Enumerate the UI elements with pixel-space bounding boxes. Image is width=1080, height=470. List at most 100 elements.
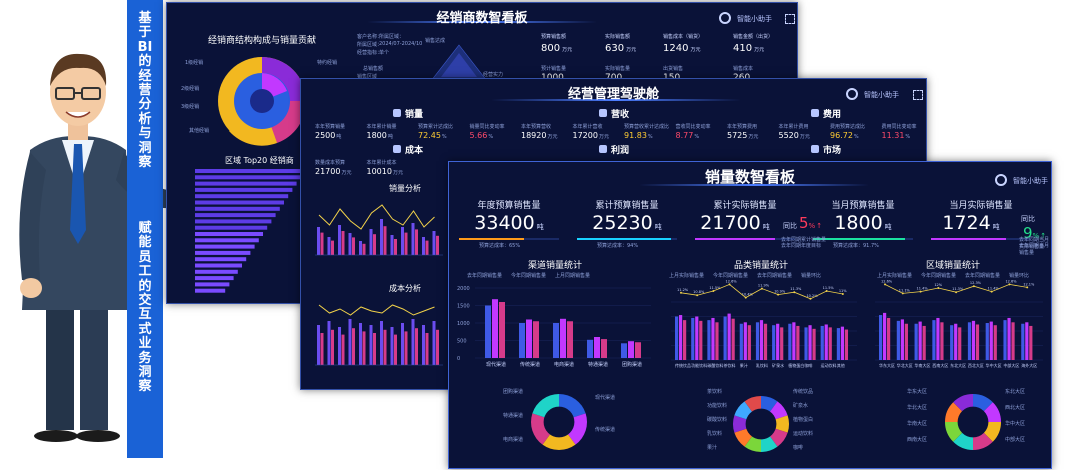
category-bar	[918, 321, 922, 360]
bar	[432, 321, 436, 365]
category-bar	[1011, 322, 1015, 360]
y-tick: 500	[457, 339, 467, 345]
category-bar	[699, 320, 703, 360]
pie-label-5: 其他经销	[189, 128, 210, 134]
yoy-label: 同比	[1021, 215, 1035, 223]
data-label: 11.4%	[988, 287, 1000, 291]
metric-value: 18920万元	[521, 131, 557, 140]
data-label: 11.9%	[758, 284, 770, 288]
bar	[390, 235, 394, 255]
category-bar	[808, 325, 812, 360]
assistant-icon[interactable]	[846, 88, 858, 100]
fullscreen-icon[interactable]	[913, 90, 923, 100]
category-bar	[679, 315, 683, 360]
assistant-icon[interactable]	[995, 174, 1007, 186]
operations-cockpit-title: 经营管理驾驶舱	[567, 87, 659, 102]
assistant-label[interactable]: 智能小助手	[737, 15, 772, 23]
donut-hole	[745, 408, 777, 440]
kpi-unit: 吨	[884, 223, 892, 231]
s1-kpi-label: 销售成本（销货）	[663, 34, 704, 40]
metric-number: 5520	[778, 131, 799, 140]
bar	[425, 240, 429, 255]
s1-kpi-number: 410	[733, 43, 753, 54]
metric-number: 72.45	[418, 131, 441, 140]
category-bar	[883, 312, 887, 360]
metric2-number: 21700	[315, 167, 341, 176]
legend-item: 去年同期销售量	[467, 273, 503, 279]
region-donut-label: 中部大区	[1005, 437, 1026, 443]
fullscreen-icon[interactable]	[785, 14, 795, 24]
category-bar	[985, 323, 989, 360]
metric-label: 本年预算销量	[315, 124, 346, 130]
channel-bar	[553, 323, 559, 358]
metric-value: 2500吨	[315, 131, 341, 140]
kpi-number: 1800	[834, 212, 883, 234]
bar	[380, 219, 383, 255]
region-sales-chart: 华东大区 华北大区 华南大区 西南大区 东北大区 西北大区 华中大区 中部大区 海外大区 12.6…	[875, 280, 1043, 368]
channel-bar	[499, 302, 505, 358]
metric-value: 1800吨	[367, 131, 393, 140]
metric-number: 17200	[572, 131, 598, 140]
x-tick: 碳酸饮料	[707, 362, 723, 368]
kpi-value: 25230 吨	[567, 212, 687, 234]
channel-sales-chart: 0 500 1000 1500 2000 现代渠道 传统渠道 电商渠道 特通渠道 团购渠道	[457, 286, 651, 368]
kpi-number: 25230	[592, 212, 653, 234]
category-bar	[958, 327, 962, 360]
region-bar	[195, 232, 263, 236]
s1-kpi-value: 1240 万元	[663, 43, 700, 54]
data-label: 12.3%	[970, 281, 982, 285]
bar	[327, 237, 331, 255]
region-bar	[195, 244, 255, 249]
trend-line	[680, 283, 843, 300]
region-donut-label: 华中大区	[1005, 421, 1026, 427]
category-bar	[914, 323, 918, 360]
assistant-label[interactable]: 智能小助手	[864, 91, 899, 99]
metric-value: 5520万元	[779, 131, 810, 140]
sales-analysis-title: 销量分析	[389, 184, 421, 193]
metric-value: 5.66%	[470, 131, 494, 140]
pie-label-4: 特约经销	[317, 60, 338, 66]
region-top20-bars	[195, 169, 305, 293]
legend-item: 上月实际销售量	[877, 273, 913, 279]
metric-label: 费用预算达成比	[830, 124, 866, 130]
x-tick: 特通渠道	[588, 361, 608, 368]
category-bar	[1007, 317, 1011, 360]
bar	[348, 319, 352, 365]
metric2-value: 21700万元	[315, 167, 351, 176]
data-label: 11.4%	[917, 287, 929, 291]
bar	[401, 227, 404, 255]
y-tick: 1500	[457, 304, 470, 310]
kpi-progress-fill	[577, 238, 671, 240]
x-tick: 中部大区	[1003, 362, 1019, 368]
bar	[331, 329, 334, 365]
y-tick: 2000	[457, 286, 470, 292]
legend-item: 上月实际销售量	[669, 273, 705, 279]
cost-analysis-title: 成本分析	[389, 284, 421, 293]
x-tick: 运动饮料	[821, 362, 837, 368]
metric-label: 预算营收累计达成比	[624, 124, 670, 130]
sales-dashboard-panel: 销量数智看板 智能小助手 年度预算销售量 33400 吨预算达成率：65% 累计预算销…	[448, 161, 1052, 469]
metric2-label: 数量成本预算	[315, 160, 346, 166]
channel-donut-label: 特通渠道	[503, 413, 524, 419]
category-bar	[975, 324, 980, 360]
yoy-indicator: 同比 5%↑	[783, 214, 822, 232]
x-tick: 华中大区	[986, 362, 1002, 368]
assistant-label[interactable]: 智能小助手	[1013, 177, 1048, 185]
bar	[422, 237, 425, 255]
region-bar	[195, 263, 242, 268]
x-tick: 现代渠道	[486, 361, 506, 368]
dealer-structure-title: 经销商结构构成与销量贡献	[207, 36, 316, 46]
banner-bottom-text: 赋能员工的交互式业务洞察	[138, 221, 152, 395]
category-bar	[715, 322, 719, 360]
category-bar	[936, 317, 940, 360]
shop-icon	[811, 145, 819, 153]
metric-value: 72.45%	[418, 131, 447, 140]
metric2-unit: 万元	[341, 170, 352, 176]
metric-label: 本年预算费用	[727, 124, 758, 130]
category-bar	[812, 328, 816, 360]
category-bar	[788, 323, 792, 360]
data-label: 12%	[934, 283, 942, 287]
legend-item: 去年同期销售量	[965, 273, 1001, 279]
assistant-icon[interactable]	[719, 12, 731, 24]
bar	[359, 323, 362, 365]
